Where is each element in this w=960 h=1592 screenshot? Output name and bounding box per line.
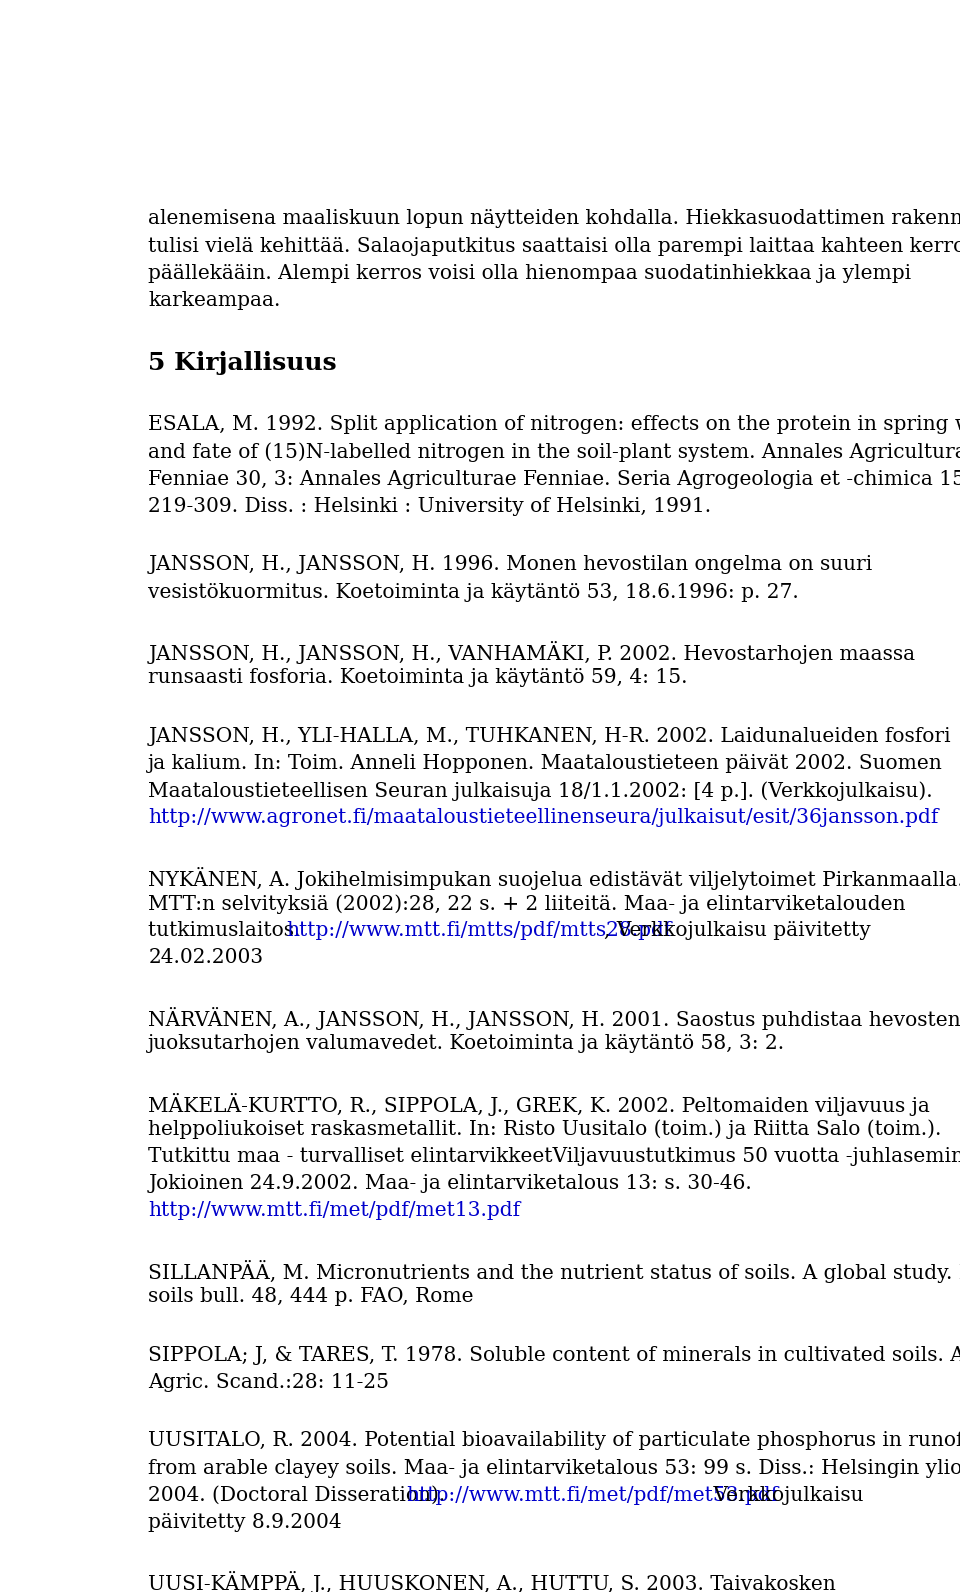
Text: päällekääin. Alempi kerros voisi olla hienompaa suodatinhiekkaa ja ylempi: päällekääin. Alempi kerros voisi olla hi… bbox=[148, 264, 911, 283]
Text: juoksutarhojen valumavedet. Koetoiminta ja käytäntö 58, 3: 2.: juoksutarhojen valumavedet. Koetoiminta … bbox=[148, 1035, 785, 1054]
Text: ja kalium. In: Toim. Anneli Hopponen. Maataloustieteen päivät 2002. Suomen: ja kalium. In: Toim. Anneli Hopponen. Ma… bbox=[148, 755, 943, 774]
Text: MÄKELÄ-KURTTO, R., SIPPOLA, J., GREK, K. 2002. Peltomaiden viljavuus ja: MÄKELÄ-KURTTO, R., SIPPOLA, J., GREK, K.… bbox=[148, 1092, 930, 1116]
Text: helppoliukoiset raskasmetallit. In: Risto Uusitalo (toim.) ja Riitta Salo (toim.: helppoliukoiset raskasmetallit. In: Rist… bbox=[148, 1119, 942, 1140]
Text: MTT:n selvityksiä (2002):28, 22 s. + 2 liiteitä. Maa- ja elintarviketalouden: MTT:n selvityksiä (2002):28, 22 s. + 2 l… bbox=[148, 895, 906, 914]
Text: 5 Kirjallisuus: 5 Kirjallisuus bbox=[148, 352, 337, 376]
Text: UUSI-KÄMPPÄ, J., HUUSKONEN, A., HUTTU, S. 2003. Taivakosken: UUSI-KÄMPPÄ, J., HUUSKONEN, A., HUTTU, S… bbox=[148, 1571, 836, 1592]
Text: 24.02.2003: 24.02.2003 bbox=[148, 949, 263, 968]
Text: Verkkojulkaisu: Verkkojulkaisu bbox=[707, 1485, 863, 1504]
Text: Tutkittu maa - turvalliset elintarvikkeetViljavuustutkimus 50 vuotta -juhlasemin: Tutkittu maa - turvalliset elintarvikkee… bbox=[148, 1148, 960, 1165]
Text: Fenniae 30, 3: Annales Agriculturae Fenniae. Seria Agrogeologia et -chimica 158:: Fenniae 30, 3: Annales Agriculturae Fenn… bbox=[148, 470, 960, 489]
Text: Jokioinen 24.9.2002. Maa- ja elintarviketalous 13: s. 30-46.: Jokioinen 24.9.2002. Maa- ja elintarvike… bbox=[148, 1175, 752, 1194]
Text: http://www.mtt.fi/met/pdf/met13.pdf: http://www.mtt.fi/met/pdf/met13.pdf bbox=[148, 1202, 520, 1221]
Text: päivitetty 8.9.2004: päivitetty 8.9.2004 bbox=[148, 1512, 342, 1532]
Text: UUSITALO, R. 2004. Potential bioavailability of particulate phosphorus in runoff: UUSITALO, R. 2004. Potential bioavailabi… bbox=[148, 1431, 960, 1450]
Text: SIPPOLA; J, & TARES, T. 1978. Soluble content of minerals in cultivated soils. A: SIPPOLA; J, & TARES, T. 1978. Soluble co… bbox=[148, 1345, 960, 1364]
Text: http://www.agronet.fi/maataloustieteellinenseura/julkaisut/esit/36jansson.pdf: http://www.agronet.fi/maataloustieteelli… bbox=[148, 809, 939, 828]
Text: NYKÄNEN, A. Jokihelmisimpukan suojelua edistävät viljelytoimet Pirkanmaalla.: NYKÄNEN, A. Jokihelmisimpukan suojelua e… bbox=[148, 866, 960, 890]
Text: from arable clayey soils. Maa- ja elintarviketalous 53: 99 s. Diss.: Helsingin y: from arable clayey soils. Maa- ja elinta… bbox=[148, 1458, 960, 1477]
Text: karkeampaa.: karkeampaa. bbox=[148, 291, 280, 310]
Text: soils bull. 48, 444 p. FAO, Rome: soils bull. 48, 444 p. FAO, Rome bbox=[148, 1288, 474, 1305]
Text: Agric. Scand.:28: 11-25: Agric. Scand.:28: 11-25 bbox=[148, 1372, 389, 1391]
Text: tulisi vielä kehittää. Salaojaputkitus saattaisi olla parempi laittaa kahteen ke: tulisi vielä kehittää. Salaojaputkitus s… bbox=[148, 237, 960, 256]
Text: vesistökuormitus. Koetoiminta ja käytäntö 53, 18.6.1996: p. 27.: vesistökuormitus. Koetoiminta ja käytänt… bbox=[148, 583, 799, 602]
Text: http://www.mtt.fi/mtts/pdf/mtts28.pdf: http://www.mtt.fi/mtts/pdf/mtts28.pdf bbox=[286, 922, 671, 941]
Text: http://www.mtt.fi/met/pdf/met53.pdf: http://www.mtt.fi/met/pdf/met53.pdf bbox=[406, 1485, 779, 1504]
Text: tutkimuslaitos.: tutkimuslaitos. bbox=[148, 922, 307, 941]
Text: , Verkkojulkaisu päivitetty: , Verkkojulkaisu päivitetty bbox=[604, 922, 871, 941]
Text: 2004. (Doctoral Disseration).: 2004. (Doctoral Disseration). bbox=[148, 1485, 452, 1504]
Text: ESALA, M. 1992. Split application of nitrogen: effects on the protein in spring : ESALA, M. 1992. Split application of nit… bbox=[148, 416, 960, 435]
Text: SILLANPÄÄ, M. Micronutrients and the nutrient status of soils. A global study. F: SILLANPÄÄ, M. Micronutrients and the nut… bbox=[148, 1259, 960, 1283]
Text: NÄRVÄNEN, A., JANSSON, H., JANSSON, H. 2001. Saostus puhdistaa hevosten: NÄRVÄNEN, A., JANSSON, H., JANSSON, H. 2… bbox=[148, 1006, 960, 1030]
Text: JANSSON, H., JANSSON, H. 1996. Monen hevostilan ongelma on suuri: JANSSON, H., JANSSON, H. 1996. Monen hev… bbox=[148, 556, 873, 575]
Text: runsaasti fosforia. Koetoiminta ja käytäntö 59, 4: 15.: runsaasti fosforia. Koetoiminta ja käytä… bbox=[148, 669, 687, 688]
Text: alenemisena maaliskuun lopun näytteiden kohdalla. Hiekkasuodattimen rakennetta: alenemisena maaliskuun lopun näytteiden … bbox=[148, 210, 960, 228]
Text: and fate of (15)N-labelled nitrogen in the soil-plant system. Annales Agricultur: and fate of (15)N-labelled nitrogen in t… bbox=[148, 443, 960, 462]
Text: Maataloustieteellisen Seuran julkaisuja 18/1.1.2002: [4 p.]. (Verkkojulkaisu).: Maataloustieteellisen Seuran julkaisuja … bbox=[148, 782, 933, 801]
Text: 219-309. Diss. : Helsinki : University of Helsinki, 1991.: 219-309. Diss. : Helsinki : University o… bbox=[148, 497, 711, 516]
Text: JANSSON, H., JANSSON, H., VANHAMÄKI, P. 2002. Hevostarhojen maassa: JANSSON, H., JANSSON, H., VANHAMÄKI, P. … bbox=[148, 642, 916, 664]
Text: JANSSON, H., YLI-HALLA, M., TUHKANEN, H-R. 2002. Laidunalueiden fosfori: JANSSON, H., YLI-HALLA, M., TUHKANEN, H-… bbox=[148, 726, 951, 745]
